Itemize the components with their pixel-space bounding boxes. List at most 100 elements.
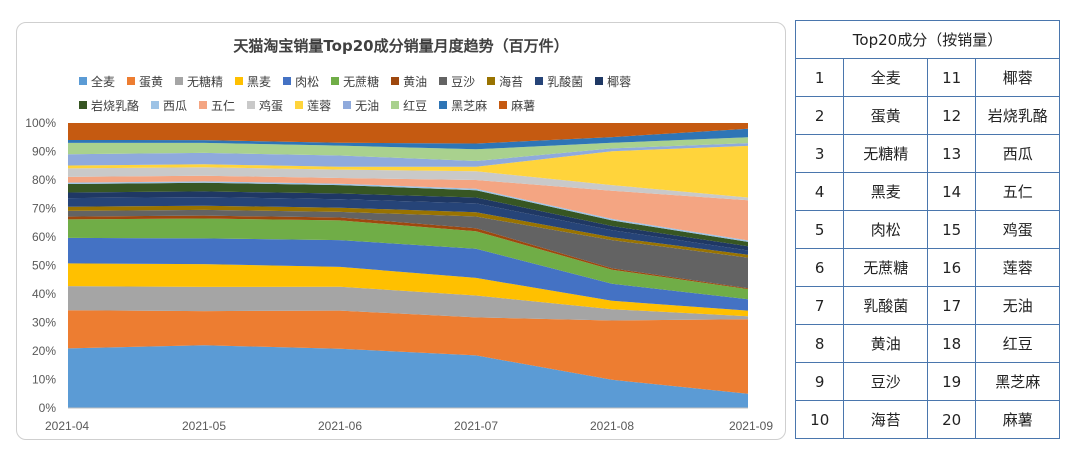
legend-item: 海苔	[487, 73, 523, 90]
legend-label: 无糖精	[187, 74, 224, 89]
area-series-11	[68, 191, 748, 251]
legend-label: 蛋黄	[139, 74, 164, 89]
legend-label: 岩烧乳酪	[91, 98, 140, 113]
x-tick-label: 2021-04	[45, 419, 89, 433]
legend-label: 无油	[355, 98, 380, 113]
legend-label: 黄油	[403, 74, 428, 89]
area-series-17	[68, 143, 748, 167]
area-series-3	[68, 286, 748, 321]
table-row: 10 海苔 20 麻薯	[794, 400, 1060, 439]
legend-label: 红豆	[403, 98, 428, 113]
ingredient-cell: 豆沙	[843, 362, 928, 401]
ingredient-cell: 海苔	[843, 400, 928, 439]
ingredient-cell: 无油	[975, 286, 1060, 325]
table-row: 9 豆沙 19 黑芝麻	[794, 362, 1060, 401]
legend-label: 海苔	[499, 74, 524, 89]
stacked-area-chart: 0% 10% 20% 30% 40% 50% 60% 70% 80% 90% 100% 2021-04…	[25, 116, 773, 433]
ingredient-cell: 黑芝麻	[975, 362, 1060, 401]
ingredient-cell: 椰蓉	[975, 58, 1060, 97]
x-tick-label: 2021-08	[590, 419, 634, 433]
legend-swatch	[79, 101, 87, 109]
rank-cell: 6	[794, 248, 845, 287]
ingredient-cell: 黄油	[843, 324, 928, 363]
legend-item: 无油	[343, 97, 379, 114]
legend-swatch	[295, 101, 304, 109]
ingredient-cell: 五仁	[975, 172, 1060, 211]
x-tick-label: 2021-05	[182, 419, 226, 433]
legend-swatch	[391, 101, 400, 109]
rank-cell: 15	[926, 210, 977, 249]
legend-label: 豆沙	[451, 74, 476, 89]
legend-item: 岩烧乳酪	[79, 97, 139, 114]
ingredient-cell: 蛋黄	[843, 96, 928, 135]
chart-legend: 全麦 蛋黄 无糖精 黑麦 肉松 无蔗糖 黄油 豆沙 海苔 乳酸菌 椰蓉 岩烧乳酪 西瓜 五仁 鸡蛋 莲蓉 无油 红…	[79, 69, 779, 117]
area-series-4	[68, 263, 748, 317]
area-series-19	[68, 128, 748, 150]
area-series-16	[68, 145, 748, 198]
ingredient-cell: 黑麦	[843, 172, 928, 211]
y-tick-label: 30%	[32, 316, 56, 330]
y-tick-label: 40%	[32, 287, 56, 301]
y-tick-label: 70%	[32, 202, 56, 216]
y-tick-label: 80%	[32, 173, 56, 187]
legend-swatch	[151, 101, 160, 109]
rank-cell: 7	[794, 286, 845, 325]
legend-swatch	[499, 101, 508, 109]
legend-swatch	[439, 77, 448, 85]
legend-row: 岩烧乳酪 西瓜 五仁 鸡蛋 莲蓉 无油 红豆 黑芝麻 麻薯	[79, 93, 779, 117]
chart-title: 天猫淘宝销量Top20成分销量月度趋势（百万件）	[233, 37, 569, 55]
rank-cell: 18	[926, 324, 977, 363]
legend-label: 黑麦	[247, 74, 272, 89]
rank-cell: 5	[794, 210, 845, 249]
x-tick-label: 2021-07	[454, 419, 498, 433]
area-series-1	[68, 345, 748, 408]
legend-item: 蛋黄	[127, 73, 163, 90]
y-tick-label: 100%	[25, 116, 56, 130]
table-row: 7 乳酸菌 17 无油	[794, 286, 1060, 325]
rank-cell: 12	[926, 96, 977, 135]
rank-cell: 20	[926, 400, 977, 439]
legend-label: 全麦	[91, 74, 116, 89]
rank-cell: 11	[926, 58, 977, 97]
area-series-18	[68, 137, 748, 161]
legend-swatch	[175, 77, 184, 85]
ingredient-cell: 麻薯	[975, 400, 1060, 439]
area-series-10	[68, 197, 748, 255]
area-series-14	[68, 175, 748, 241]
y-tick-label: 60%	[32, 230, 56, 244]
legend-item: 乳酸菌	[535, 73, 583, 90]
legend-item: 全麦	[79, 73, 115, 90]
legend-item: 黑麦	[235, 73, 271, 90]
ingredient-cell: 乳酸菌	[843, 286, 928, 325]
legend-item: 无蔗糖	[331, 73, 379, 90]
area-series-5	[68, 237, 748, 311]
legend-label: 乳酸菌	[547, 74, 584, 89]
area-series-6	[68, 218, 748, 300]
rank-cell: 17	[926, 286, 977, 325]
area-series-20	[68, 123, 748, 144]
legend-item: 鸡蛋	[247, 97, 283, 114]
ingredient-cell: 鸡蛋	[975, 210, 1060, 249]
legend-swatch	[79, 77, 87, 85]
legend-label: 五仁	[211, 98, 236, 113]
legend-item: 红豆	[391, 97, 427, 114]
ingredient-cell: 红豆	[975, 324, 1060, 363]
table-row: 2 蛋黄 12 岩烧乳酪	[794, 96, 1060, 135]
legend-swatch	[535, 77, 544, 85]
legend-item: 肉松	[283, 73, 319, 90]
legend-item: 莲蓉	[295, 97, 331, 114]
rank-cell: 19	[926, 362, 977, 401]
legend-item: 黄油	[391, 73, 427, 90]
x-tick-label: 2021-06	[318, 419, 362, 433]
legend-swatch	[343, 101, 352, 109]
legend-swatch	[283, 77, 292, 85]
legend-item: 麻薯	[499, 97, 535, 114]
legend-item: 黑芝麻	[439, 97, 487, 114]
legend-label: 鸡蛋	[259, 98, 284, 113]
ingredient-cell: 全麦	[843, 58, 928, 97]
rank-cell: 10	[794, 400, 845, 439]
legend-item: 椰蓉	[595, 73, 631, 90]
table-header: Top20成分（按销量）	[795, 20, 1060, 59]
table-row: 5 肉松 15 鸡蛋	[794, 210, 1060, 249]
y-tick-label: 50%	[32, 259, 56, 273]
